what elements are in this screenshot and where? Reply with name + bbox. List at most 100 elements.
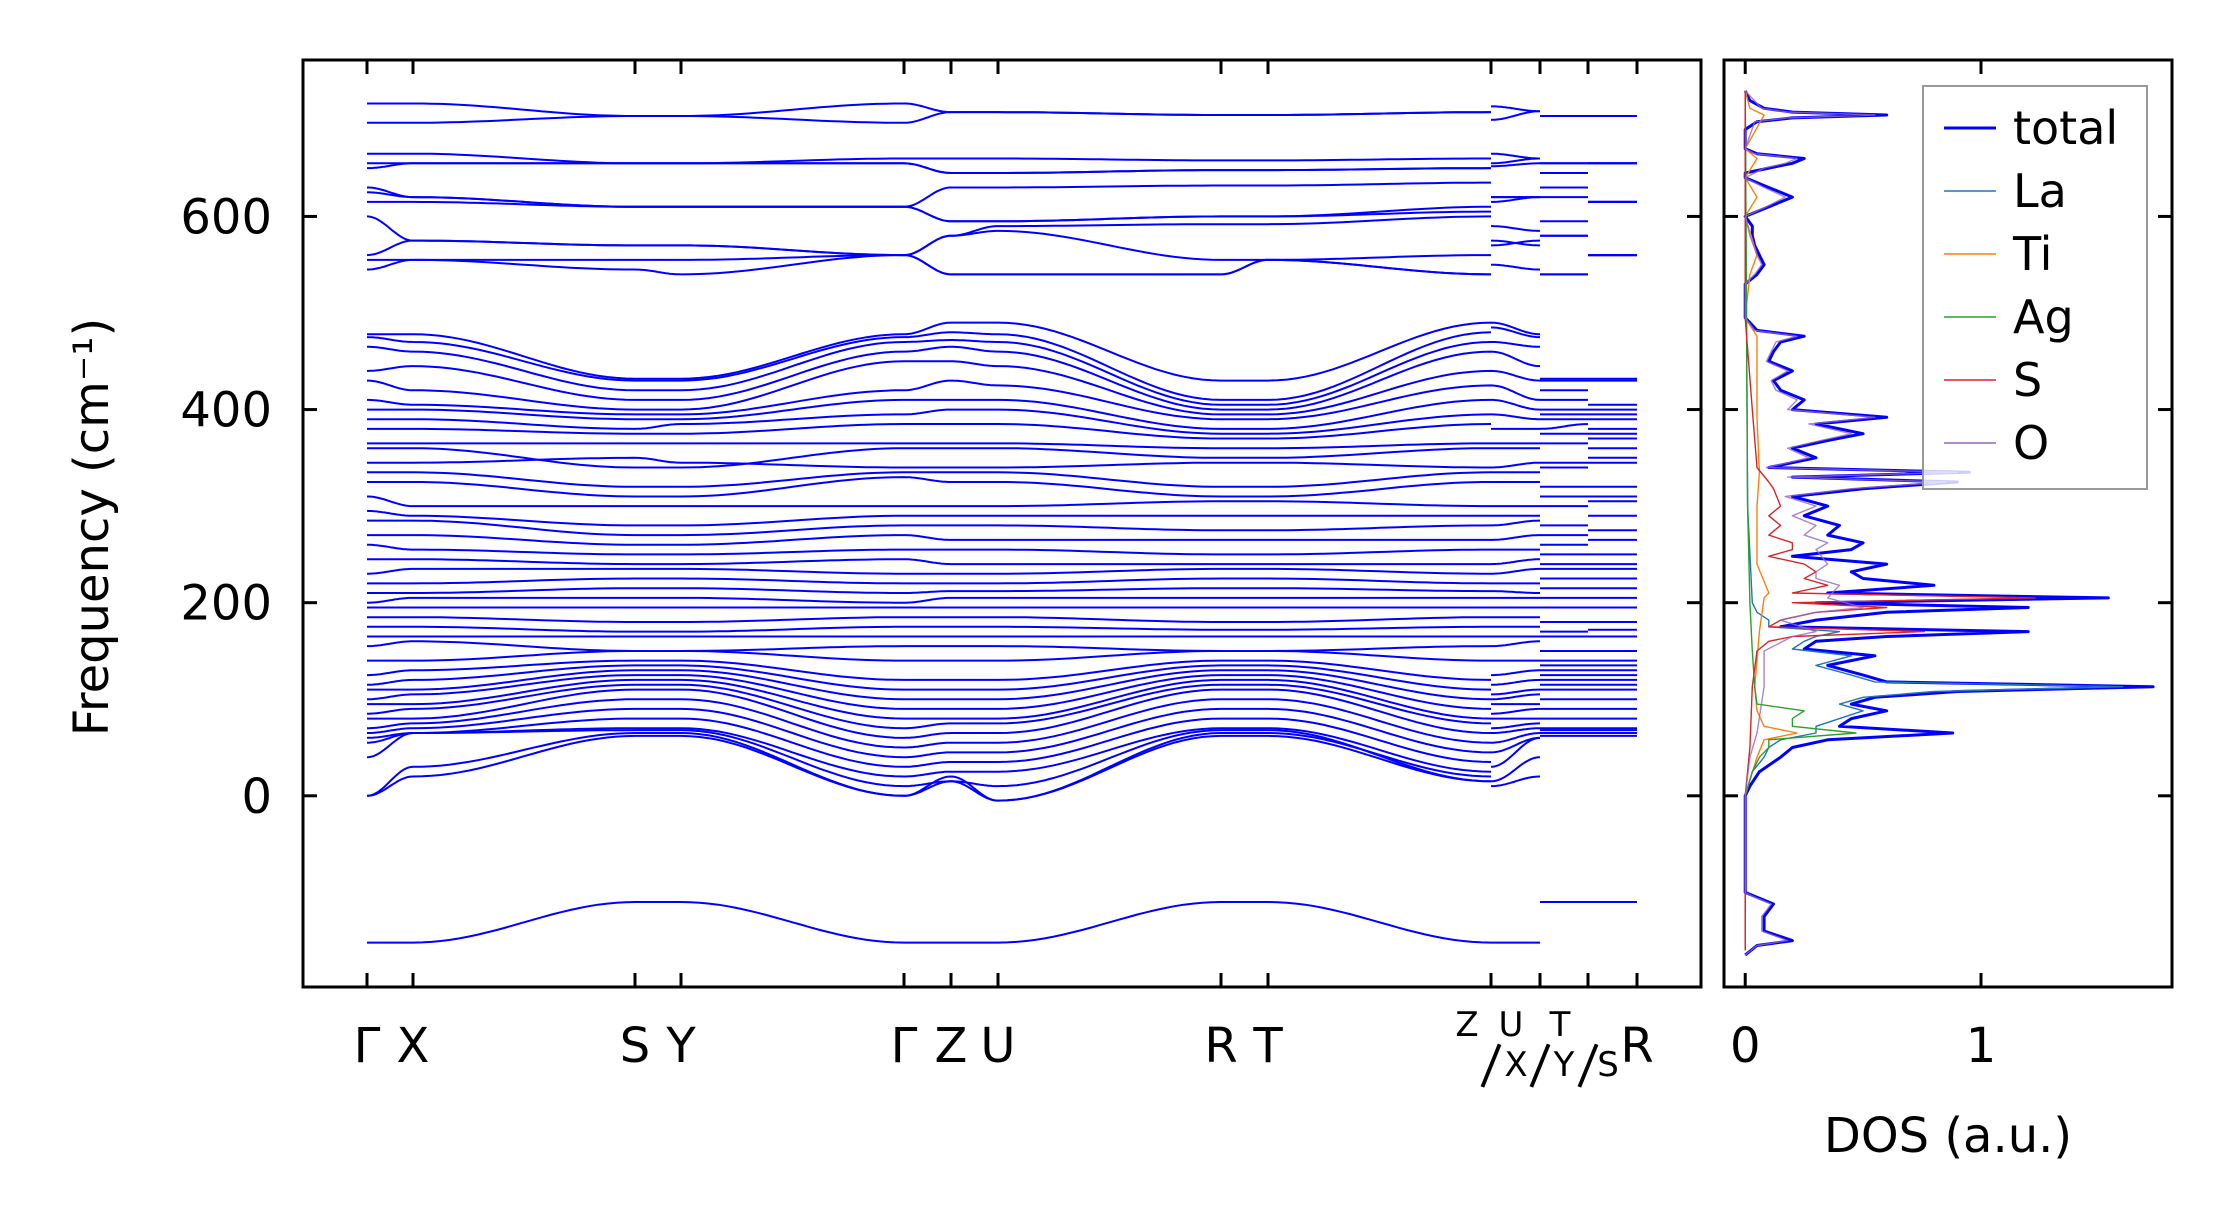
kpoint-label: S — [620, 1018, 650, 1074]
phonon-band-48 — [367, 688, 1637, 739]
dos-panel-frame — [1722, 58, 2174, 989]
phonon-band-33 — [367, 577, 1637, 585]
kpoint-label: R — [1204, 1018, 1237, 1074]
phonon-band-42 — [367, 659, 1637, 681]
phonon-band-43 — [366, 664, 1637, 691]
phonon-band-50 — [367, 707, 1637, 759]
legend-label: total — [2013, 101, 2118, 155]
phonon-band-24 — [367, 471, 1637, 488]
legend-frame — [1922, 85, 2148, 490]
phonon-band-44 — [367, 669, 1637, 701]
phonon-band-38 — [367, 625, 1637, 633]
kpoint-label: Z — [935, 1018, 968, 1074]
dos-x-tick-label: 1 — [1966, 1018, 1997, 1074]
phonon-band-49 — [367, 698, 1637, 749]
legend-item-total: total — [1944, 101, 2118, 155]
phonon-band-31 — [367, 558, 1637, 566]
kpoint-label-part: S — [1597, 1045, 1619, 1085]
kpoint-label: X — [397, 1018, 430, 1074]
phonon-band-29 — [367, 534, 1637, 546]
legend-label: La — [2013, 164, 2067, 218]
phonon-band-32 — [367, 567, 1637, 575]
phonon-band-0 — [367, 102, 1637, 117]
phonon-band-13 — [366, 326, 1637, 401]
phonon-band-35 — [367, 596, 1637, 604]
phonon-band-18 — [367, 398, 1637, 430]
phonon-band-26 — [367, 495, 1637, 508]
legend-item-la: La — [1944, 164, 2067, 218]
legend-item-ti: Ti — [1944, 227, 2052, 281]
kpoint-label-part: T — [1549, 1005, 1571, 1045]
phonon-band-14 — [367, 339, 1637, 406]
phonon-band-47 — [367, 683, 1637, 730]
phonon-band-45 — [367, 674, 1637, 710]
phonon-band-1 — [367, 110, 1637, 124]
y-tick-label: 600 — [180, 189, 272, 245]
kpoint-label: U — [980, 1018, 1015, 1074]
kpoint-label: T — [1252, 1018, 1283, 1074]
phonon-band-40 — [367, 640, 1637, 652]
phonon-band-51 — [366, 717, 1637, 768]
phonon-band-11 — [367, 254, 1637, 276]
phonon-band-19 — [367, 408, 1637, 435]
kpoint-label-part: Z — [1455, 1005, 1478, 1045]
phonon-band-41 — [367, 650, 1637, 662]
legend-label: Ti — [2012, 227, 2052, 281]
legend-label: S — [2013, 353, 2042, 407]
phonon-band-56 — [367, 901, 1637, 944]
phonon-band-55 — [366, 734, 1637, 802]
phonon-band-46 — [367, 678, 1637, 720]
dos-line-ag — [1744, 90, 1857, 951]
kpoint-label: Γ — [354, 1018, 381, 1074]
phonon-band-9 — [366, 229, 1637, 261]
y-tick-label: 400 — [180, 383, 272, 439]
phonon-band-22 — [367, 447, 1637, 469]
y-tick-label: 200 — [180, 576, 272, 632]
phonon-band-21 — [367, 442, 1637, 450]
phonon-band-4 — [367, 162, 1637, 174]
phonon-band-54 — [366, 732, 1637, 802]
phonon-band-28 — [367, 519, 1637, 537]
phonon-band-34 — [367, 587, 1637, 594]
legend-item-ag: Ag — [1944, 290, 2074, 344]
phonon-band-30 — [366, 543, 1637, 556]
kpoint-label-part: X — [1504, 1045, 1527, 1085]
band-lines — [366, 102, 1637, 944]
kpoint-label: R — [1620, 1018, 1653, 1074]
dos-line-total — [1743, 90, 2155, 957]
phonon-band-17 — [367, 379, 1637, 421]
legend-item-s: S — [1944, 353, 2042, 407]
dos-line-la — [1744, 90, 2124, 951]
legend-label: Ag — [2013, 290, 2074, 344]
phonon-band-20 — [367, 423, 1637, 440]
phonon-band-7 — [367, 196, 1637, 223]
phonon-band-15 — [367, 345, 1637, 411]
phonon-band-23 — [367, 456, 1637, 469]
kpoint-label-part: Y — [1553, 1045, 1575, 1085]
legend: total La Ti Ag SO — [1922, 85, 2148, 490]
kpoint-label: Y — [665, 1018, 696, 1074]
dos-lines — [1743, 90, 2155, 957]
phonon-band-37 — [367, 616, 1637, 623]
phonon-band-12 — [367, 321, 1637, 382]
phonon-band-10 — [367, 239, 1637, 276]
dos-x-tick-label: 0 — [1730, 1018, 1761, 1074]
dos-line-s — [1744, 90, 2036, 951]
legend-label: O — [2013, 416, 2049, 470]
phonon-band-25 — [367, 476, 1637, 498]
kpoint-label: Γ — [891, 1018, 918, 1074]
legend-item-o: O — [1944, 416, 2049, 470]
phonon-band-16 — [367, 360, 1637, 416]
dos-line-ti — [1744, 90, 1798, 951]
y-tick-label: 0 — [241, 769, 272, 825]
band-panel-frame — [301, 58, 1703, 989]
dos-line-o — [1744, 90, 1959, 956]
kpoint-label-part: U — [1499, 1005, 1524, 1045]
phonon-band-27 — [366, 509, 1637, 527]
phonon-band-2 — [367, 152, 1637, 165]
